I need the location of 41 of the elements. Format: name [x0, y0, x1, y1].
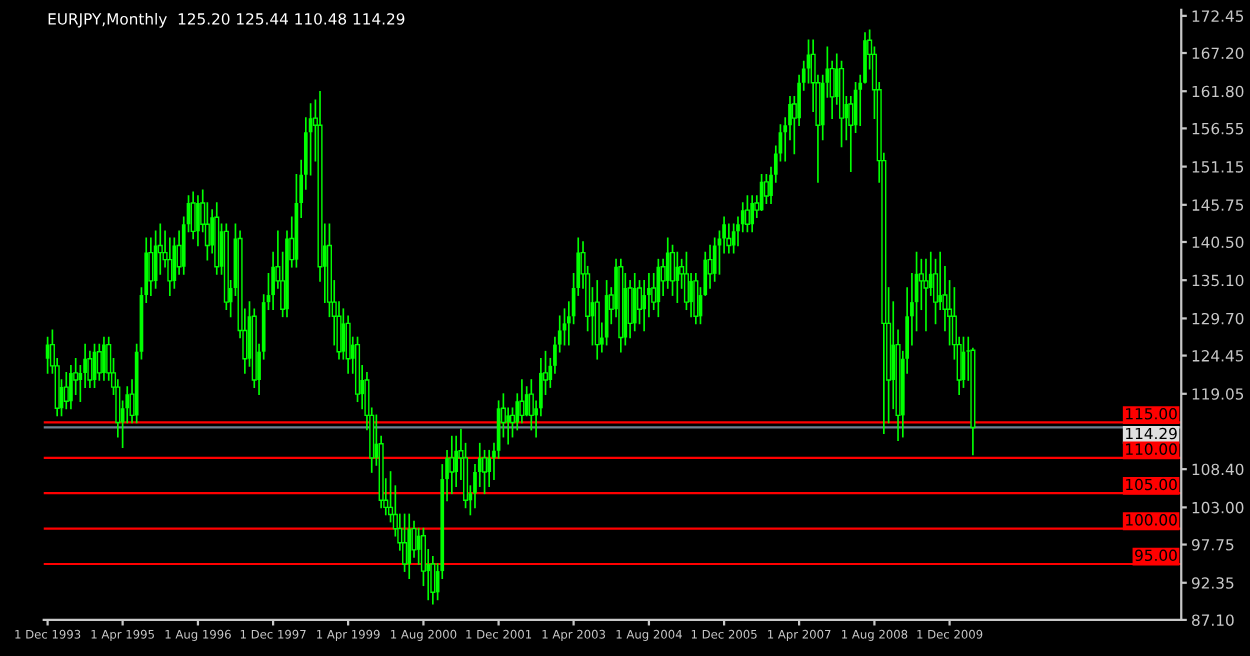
candlestick [519, 379, 525, 424]
candlestick [731, 223, 736, 254]
candlestick [454, 435, 458, 487]
candlestick [345, 315, 351, 374]
candlestick [402, 513, 408, 572]
candlestick [482, 449, 488, 495]
candlestick [430, 556, 436, 605]
candlestick [196, 195, 200, 247]
candlestick [763, 173, 769, 204]
candlestick [923, 258, 929, 332]
candlestick [87, 350, 93, 388]
candlestick [627, 280, 633, 339]
candlestick [190, 191, 196, 240]
candlestick [707, 244, 713, 289]
candlestick [642, 280, 646, 332]
candlestick [726, 223, 732, 254]
candlestick [693, 272, 699, 325]
candlestick [665, 237, 670, 289]
candlestick [69, 365, 73, 410]
candlestick [167, 237, 173, 296]
candlestick [594, 280, 600, 360]
candlestick [148, 237, 154, 296]
candlestick [744, 195, 750, 233]
candlestick [750, 195, 755, 233]
candlestick [528, 379, 534, 431]
candlestick [153, 230, 158, 289]
candlestick [449, 435, 455, 495]
candlestick [632, 272, 637, 332]
candlestick [102, 336, 106, 381]
candlestick [712, 237, 717, 282]
candlestick [932, 258, 939, 325]
candlestick [669, 244, 676, 296]
candlestick [96, 343, 102, 381]
candlestick [487, 449, 492, 487]
candlestick [675, 251, 680, 303]
candlestick [683, 251, 689, 311]
candlestick [63, 372, 69, 410]
candlestick [636, 280, 643, 325]
candlestick [172, 237, 177, 289]
candlestick [656, 258, 661, 318]
candlestick [407, 513, 412, 579]
